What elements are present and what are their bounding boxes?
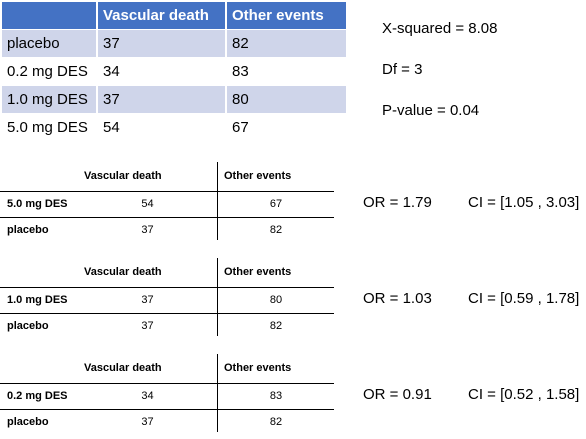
header-cell-empty	[2, 2, 97, 30]
row-divider	[0, 313, 334, 314]
header-other-events: Other events	[224, 362, 292, 374]
header-vascular-death: Vascular death	[84, 266, 162, 278]
row-divider	[0, 383, 334, 384]
contingency-table: Vascular death Other events placebo 37 8…	[2, 2, 346, 142]
vascular-death-value: 37	[141, 224, 154, 236]
row-divider	[0, 287, 334, 288]
vascular-death-value: 37	[141, 416, 154, 428]
header-vascular-death: Vascular death	[84, 362, 162, 374]
row-label: 5.0 mg DES	[7, 198, 68, 210]
vascular-death-cell: 54	[96, 113, 226, 142]
other-events-value: 82	[269, 320, 283, 332]
df-stat: Df = 3	[382, 61, 423, 78]
table-row: placebo 37 82	[2, 29, 346, 58]
group-cell: placebo	[2, 29, 97, 58]
column-divider	[217, 258, 218, 336]
table-row: 1.0 mg DES 37 80	[2, 85, 346, 114]
vascular-death-value: 37	[141, 320, 154, 332]
row-label: 0.2 mg DES	[7, 390, 68, 402]
vascular-death-value: 34	[141, 390, 154, 402]
table-row: 0.2 mg DES 34 83	[2, 57, 346, 86]
table-header-row: Vascular death Other events	[2, 2, 346, 30]
group-cell: 5.0 mg DES	[7, 119, 88, 136]
x-squared-stat: X-squared = 8.08	[382, 20, 498, 37]
header-cell-other-events: Other events	[225, 2, 346, 30]
other-events-value: 82	[269, 416, 283, 428]
column-divider	[217, 162, 218, 240]
vascular-death-value: 37	[141, 294, 154, 306]
table-row: 5.0 mg DES 54 67	[2, 113, 346, 142]
row-label: placebo	[7, 416, 49, 428]
other-events-value: 67	[269, 198, 283, 210]
row-divider	[0, 409, 334, 410]
header-other-events: Other events	[224, 170, 292, 182]
odds-ratio: OR = 0.91	[363, 386, 432, 403]
comparison-table-5mg: Vascular death Other events 5.0 mg DES 5…	[0, 162, 334, 240]
vascular-death-cell: 37	[96, 85, 226, 114]
row-label: 1.0 mg DES	[7, 294, 68, 306]
row-label: placebo	[7, 320, 49, 332]
column-divider	[217, 354, 218, 432]
other-events-value: 82	[269, 224, 283, 236]
confidence-interval: CI = [1.05 , 3.03]	[468, 194, 580, 211]
header-other-events: Other events	[224, 266, 292, 278]
other-events-cell: 83	[225, 57, 346, 86]
group-cell: 1.0 mg DES	[2, 85, 97, 114]
other-events-cell: 82	[225, 29, 346, 58]
group-cell: 0.2 mg DES	[7, 63, 88, 80]
comparison-table-0-2mg: Vascular death Other events 0.2 mg DES 3…	[0, 354, 334, 432]
row-divider	[0, 191, 334, 192]
vascular-death-cell: 34	[96, 57, 226, 86]
other-events-value: 83	[269, 390, 283, 402]
comparison-table-1mg: Vascular death Other events 1.0 mg DES 3…	[0, 258, 334, 336]
row-label: placebo	[7, 224, 49, 236]
odds-ratio: OR = 1.79	[363, 194, 432, 211]
confidence-interval: CI = [0.59 , 1.78]	[468, 290, 580, 307]
other-events-cell: 80	[225, 85, 346, 114]
odds-ratio: OR = 1.03	[363, 290, 432, 307]
vascular-death-cell: 37	[96, 29, 226, 58]
header-vascular-death: Vascular death	[84, 170, 162, 182]
header-cell-vascular-death: Vascular death	[96, 2, 226, 30]
other-events-value: 80	[269, 294, 283, 306]
vascular-death-value: 54	[141, 198, 154, 210]
row-divider	[0, 217, 334, 218]
confidence-interval: CI = [0.52 , 1.58]	[468, 386, 580, 403]
p-value-stat: P-value = 0.04	[382, 102, 480, 119]
other-events-cell: 67	[225, 113, 346, 142]
